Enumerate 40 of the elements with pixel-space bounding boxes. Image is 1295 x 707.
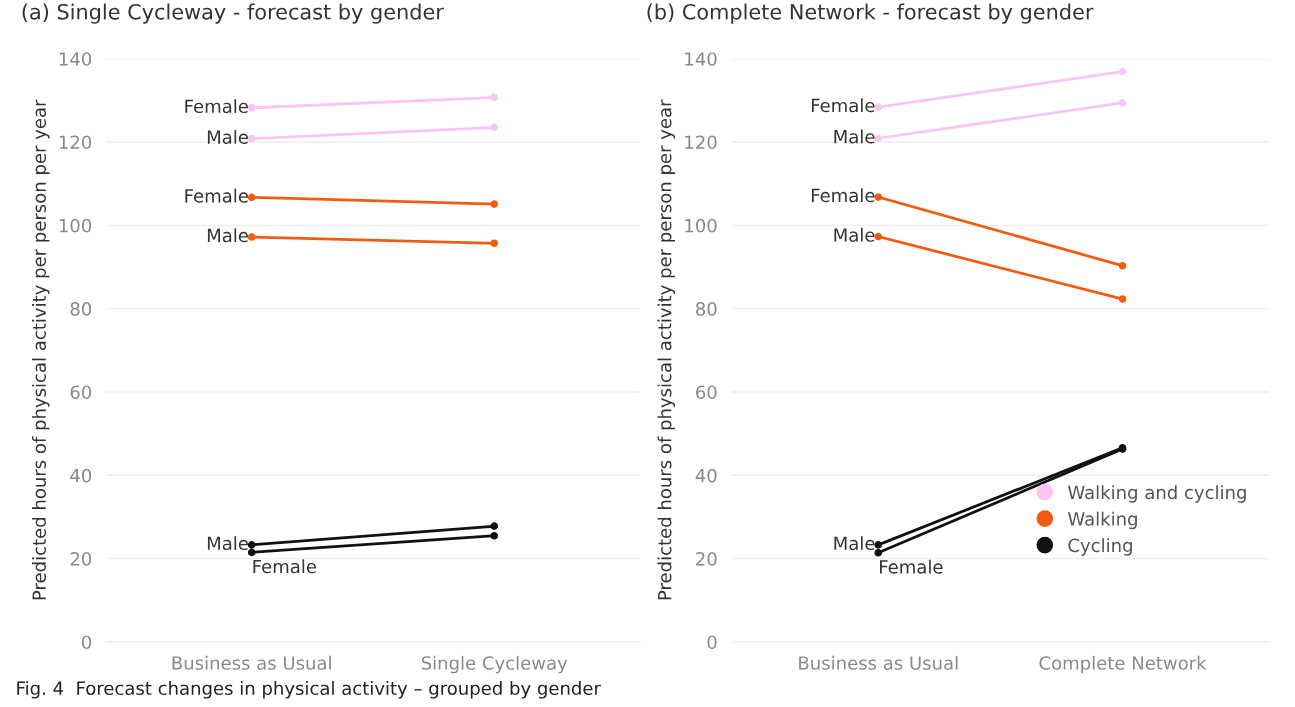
- y-tick-label: 80: [70, 302, 92, 316]
- y-tick-label: 140: [59, 52, 92, 66]
- annotation: Male: [207, 228, 248, 243]
- y-tick-label: 80: [696, 302, 717, 316]
- caption: Fig. 4 Forecast changes in physical activity – grouped by gender: [17, 681, 601, 699]
- annotation: Male: [834, 129, 875, 144]
- y-tick-label: 40: [70, 468, 92, 483]
- chart-title: (b) Complete Network - forecast by gender: [647, 3, 1094, 24]
- legend-label: Walking: [1067, 511, 1137, 530]
- y-tick-label: 0: [707, 635, 717, 650]
- y-tick-label: 20: [696, 552, 717, 566]
- chart-title: (a) Single Cycleway - forecast by gender: [22, 3, 444, 24]
- annotation: Female: [811, 188, 875, 203]
- annotation: Female: [185, 188, 248, 203]
- y-tick-label: 60: [70, 385, 92, 400]
- y-tick-label: 120: [59, 135, 92, 150]
- annotation: Female: [185, 99, 248, 114]
- y-axis-title: Predicted hours of physical activity per person per year: [32, 99, 50, 600]
- annotation: Male: [207, 536, 248, 551]
- annotation: Male: [834, 227, 875, 242]
- x-tick-label: Single Cycleway: [421, 655, 568, 674]
- y-tick-label: 0: [82, 635, 92, 650]
- y-tick-label: 100: [685, 218, 717, 233]
- y-axis-title: Predicted hours of physical activity per person per year: [657, 99, 675, 600]
- y-tick-label: 60: [696, 385, 717, 400]
- x-tick-label: Business as Usual: [799, 655, 958, 670]
- x-tick-label: Business as Usual: [172, 655, 331, 670]
- legend-label: Walking and cycling: [1067, 485, 1246, 503]
- annotation: Female: [880, 559, 943, 574]
- y-tick-label: 120: [685, 135, 717, 150]
- annotation: Male: [834, 536, 875, 551]
- legend-label: Cycling: [1068, 538, 1132, 556]
- y-tick-label: 40: [695, 468, 717, 483]
- annotation: Male: [207, 129, 248, 144]
- x-tick-label: Complete Network: [1039, 655, 1207, 674]
- annotation: Female: [253, 559, 317, 574]
- y-tick-label: 20: [70, 552, 92, 566]
- y-tick-label: 140: [685, 52, 717, 66]
- y-tick-label: 100: [59, 218, 92, 233]
- annotation: Female: [811, 98, 875, 113]
